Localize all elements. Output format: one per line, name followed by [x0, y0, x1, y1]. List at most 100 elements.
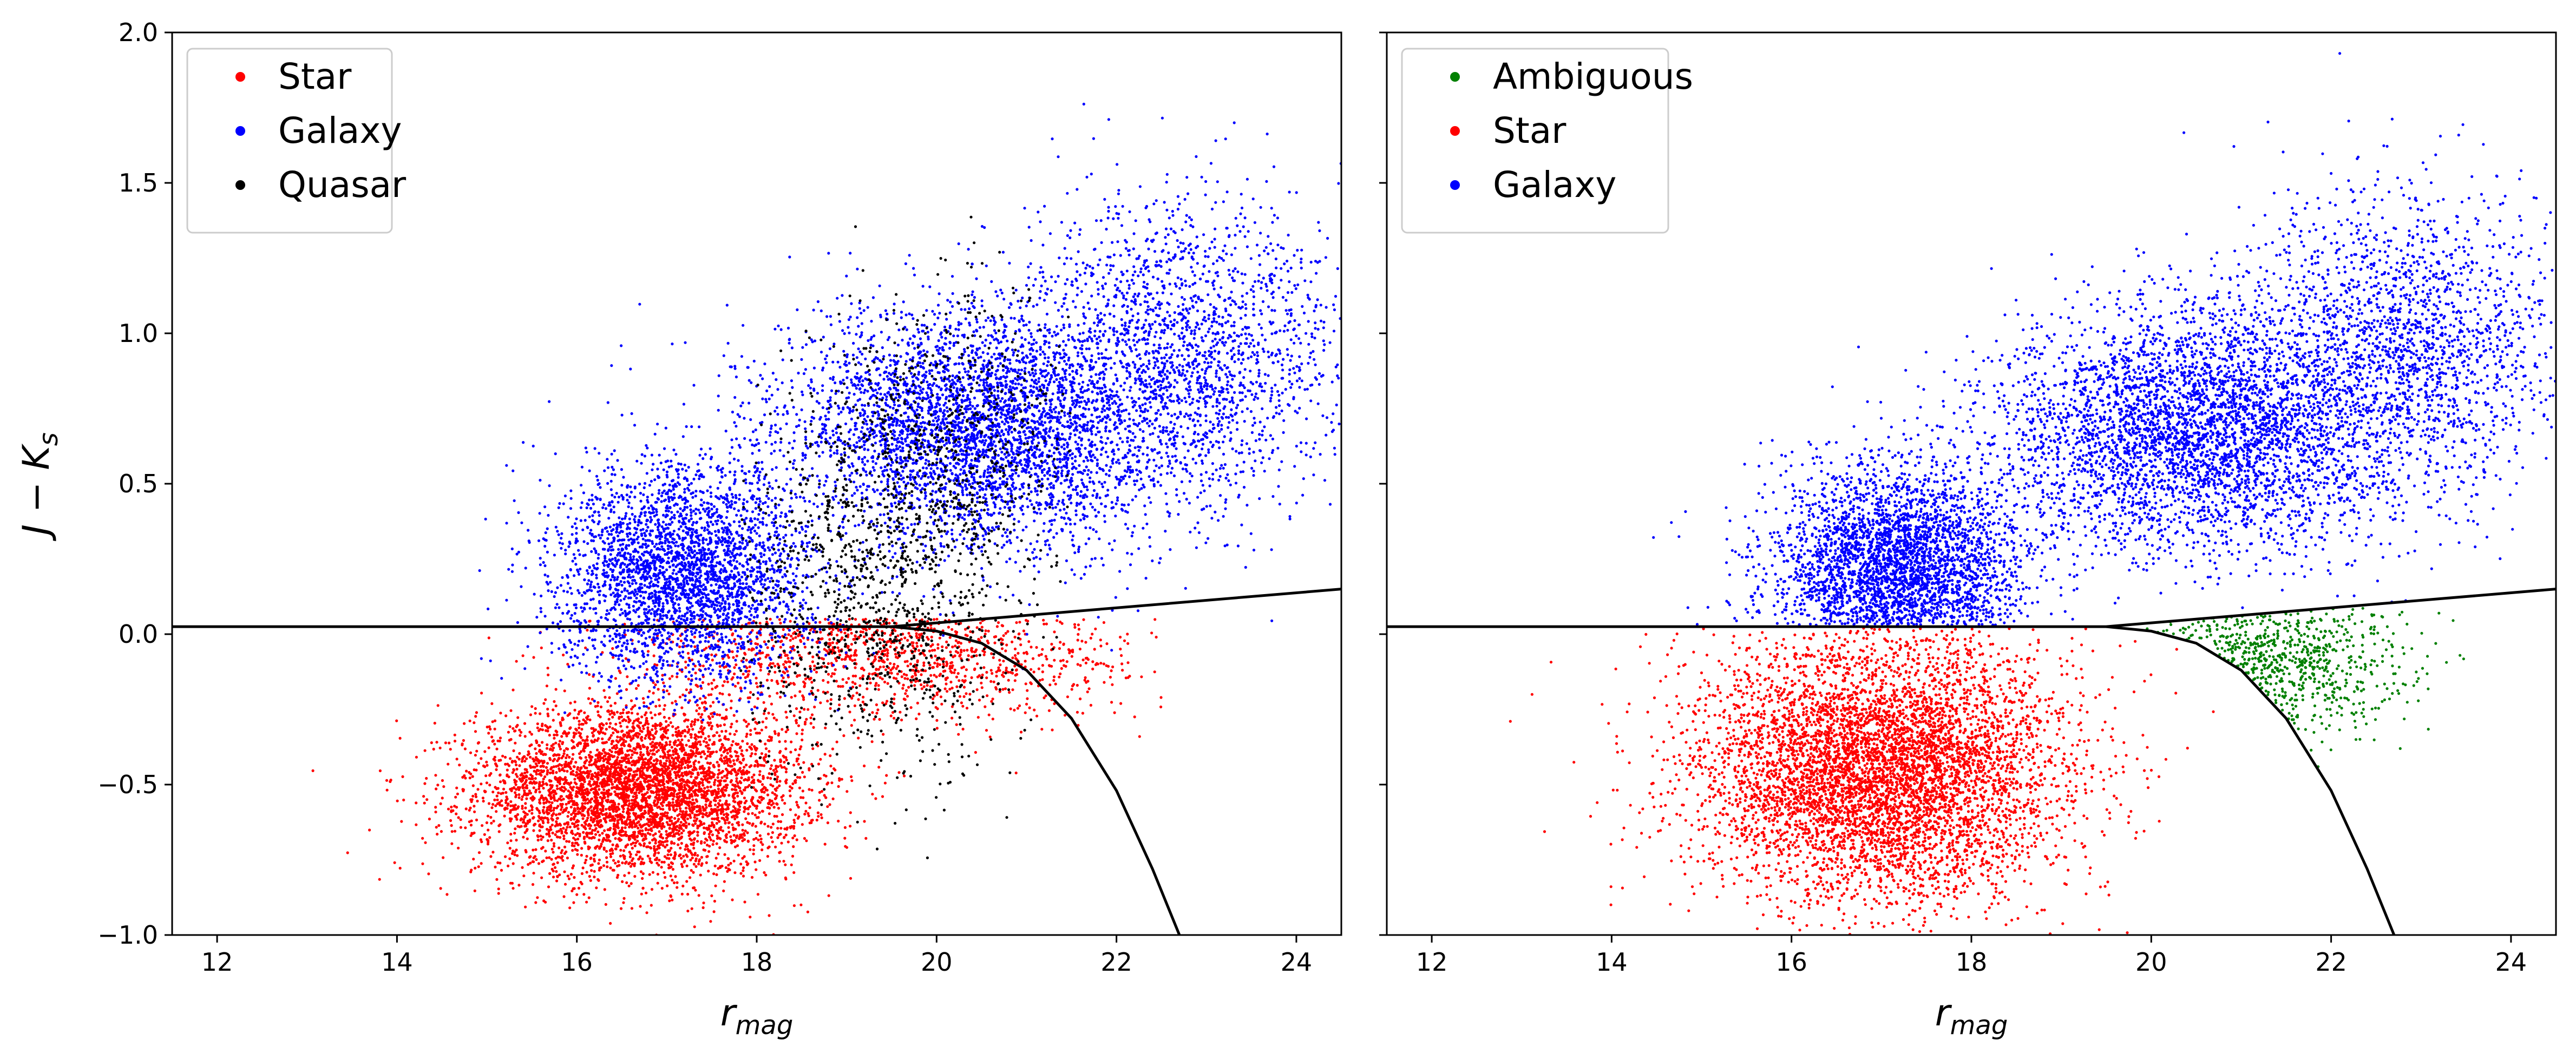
point — [586, 817, 589, 819]
point — [575, 893, 578, 896]
point — [951, 717, 953, 720]
point — [567, 762, 570, 765]
point — [437, 824, 440, 827]
point — [536, 765, 539, 767]
point — [462, 739, 465, 742]
point — [656, 777, 658, 780]
point — [795, 801, 798, 804]
point — [628, 837, 631, 839]
point — [598, 869, 601, 872]
point — [725, 715, 727, 718]
point — [434, 722, 436, 725]
point — [540, 752, 542, 755]
point — [685, 744, 687, 747]
point — [482, 796, 484, 799]
point — [474, 730, 477, 733]
point — [567, 801, 570, 804]
point — [604, 732, 606, 735]
point — [715, 791, 717, 793]
point — [528, 809, 531, 812]
point — [493, 758, 495, 761]
point — [642, 697, 645, 700]
point — [705, 774, 708, 776]
point — [552, 813, 555, 815]
point — [553, 700, 555, 703]
point — [447, 763, 449, 766]
point — [1099, 662, 1102, 664]
point — [574, 838, 576, 841]
point — [589, 759, 592, 762]
point — [696, 743, 698, 746]
point — [835, 660, 838, 662]
point — [633, 792, 636, 795]
point — [667, 864, 670, 866]
point — [581, 806, 584, 809]
point — [611, 787, 613, 789]
point — [580, 787, 583, 790]
point — [704, 701, 706, 703]
point — [605, 722, 608, 725]
point — [778, 780, 781, 782]
point — [657, 882, 659, 885]
point — [503, 782, 506, 785]
point — [449, 748, 452, 750]
point — [561, 767, 564, 770]
point — [668, 778, 671, 781]
point — [727, 864, 730, 866]
point — [586, 833, 588, 836]
point — [851, 694, 854, 697]
point — [655, 814, 658, 817]
point — [716, 731, 718, 734]
point — [633, 771, 635, 773]
point — [539, 781, 541, 784]
point — [563, 752, 566, 755]
point — [567, 789, 570, 792]
point — [594, 853, 597, 856]
point — [582, 866, 585, 869]
point — [867, 657, 870, 660]
point — [680, 837, 683, 839]
point — [630, 843, 633, 846]
point — [725, 803, 728, 806]
point — [614, 702, 617, 705]
point — [671, 862, 674, 865]
point — [447, 808, 450, 811]
point — [570, 806, 573, 808]
point — [730, 723, 733, 726]
point — [346, 851, 349, 854]
point — [791, 837, 794, 839]
point — [795, 719, 798, 722]
point — [626, 675, 628, 678]
point — [523, 792, 526, 794]
point — [598, 815, 601, 818]
point — [1078, 628, 1080, 630]
point — [756, 761, 758, 763]
point — [715, 828, 717, 831]
point — [730, 700, 733, 702]
point — [808, 814, 810, 817]
point — [703, 822, 705, 825]
point — [560, 808, 562, 811]
point — [802, 796, 804, 799]
point — [779, 820, 782, 823]
point — [471, 775, 474, 778]
point — [572, 832, 574, 835]
point — [522, 821, 525, 824]
point — [630, 791, 633, 794]
point — [460, 826, 462, 829]
point — [647, 787, 650, 789]
point — [538, 760, 541, 763]
point — [563, 782, 566, 785]
point — [515, 763, 517, 766]
point — [734, 784, 737, 787]
point — [585, 767, 588, 769]
point — [695, 709, 698, 712]
point — [605, 903, 607, 906]
point — [504, 763, 507, 766]
point — [608, 736, 611, 739]
point — [755, 789, 758, 792]
point — [568, 794, 571, 796]
point — [768, 772, 771, 775]
point — [668, 827, 671, 829]
point — [574, 728, 577, 730]
